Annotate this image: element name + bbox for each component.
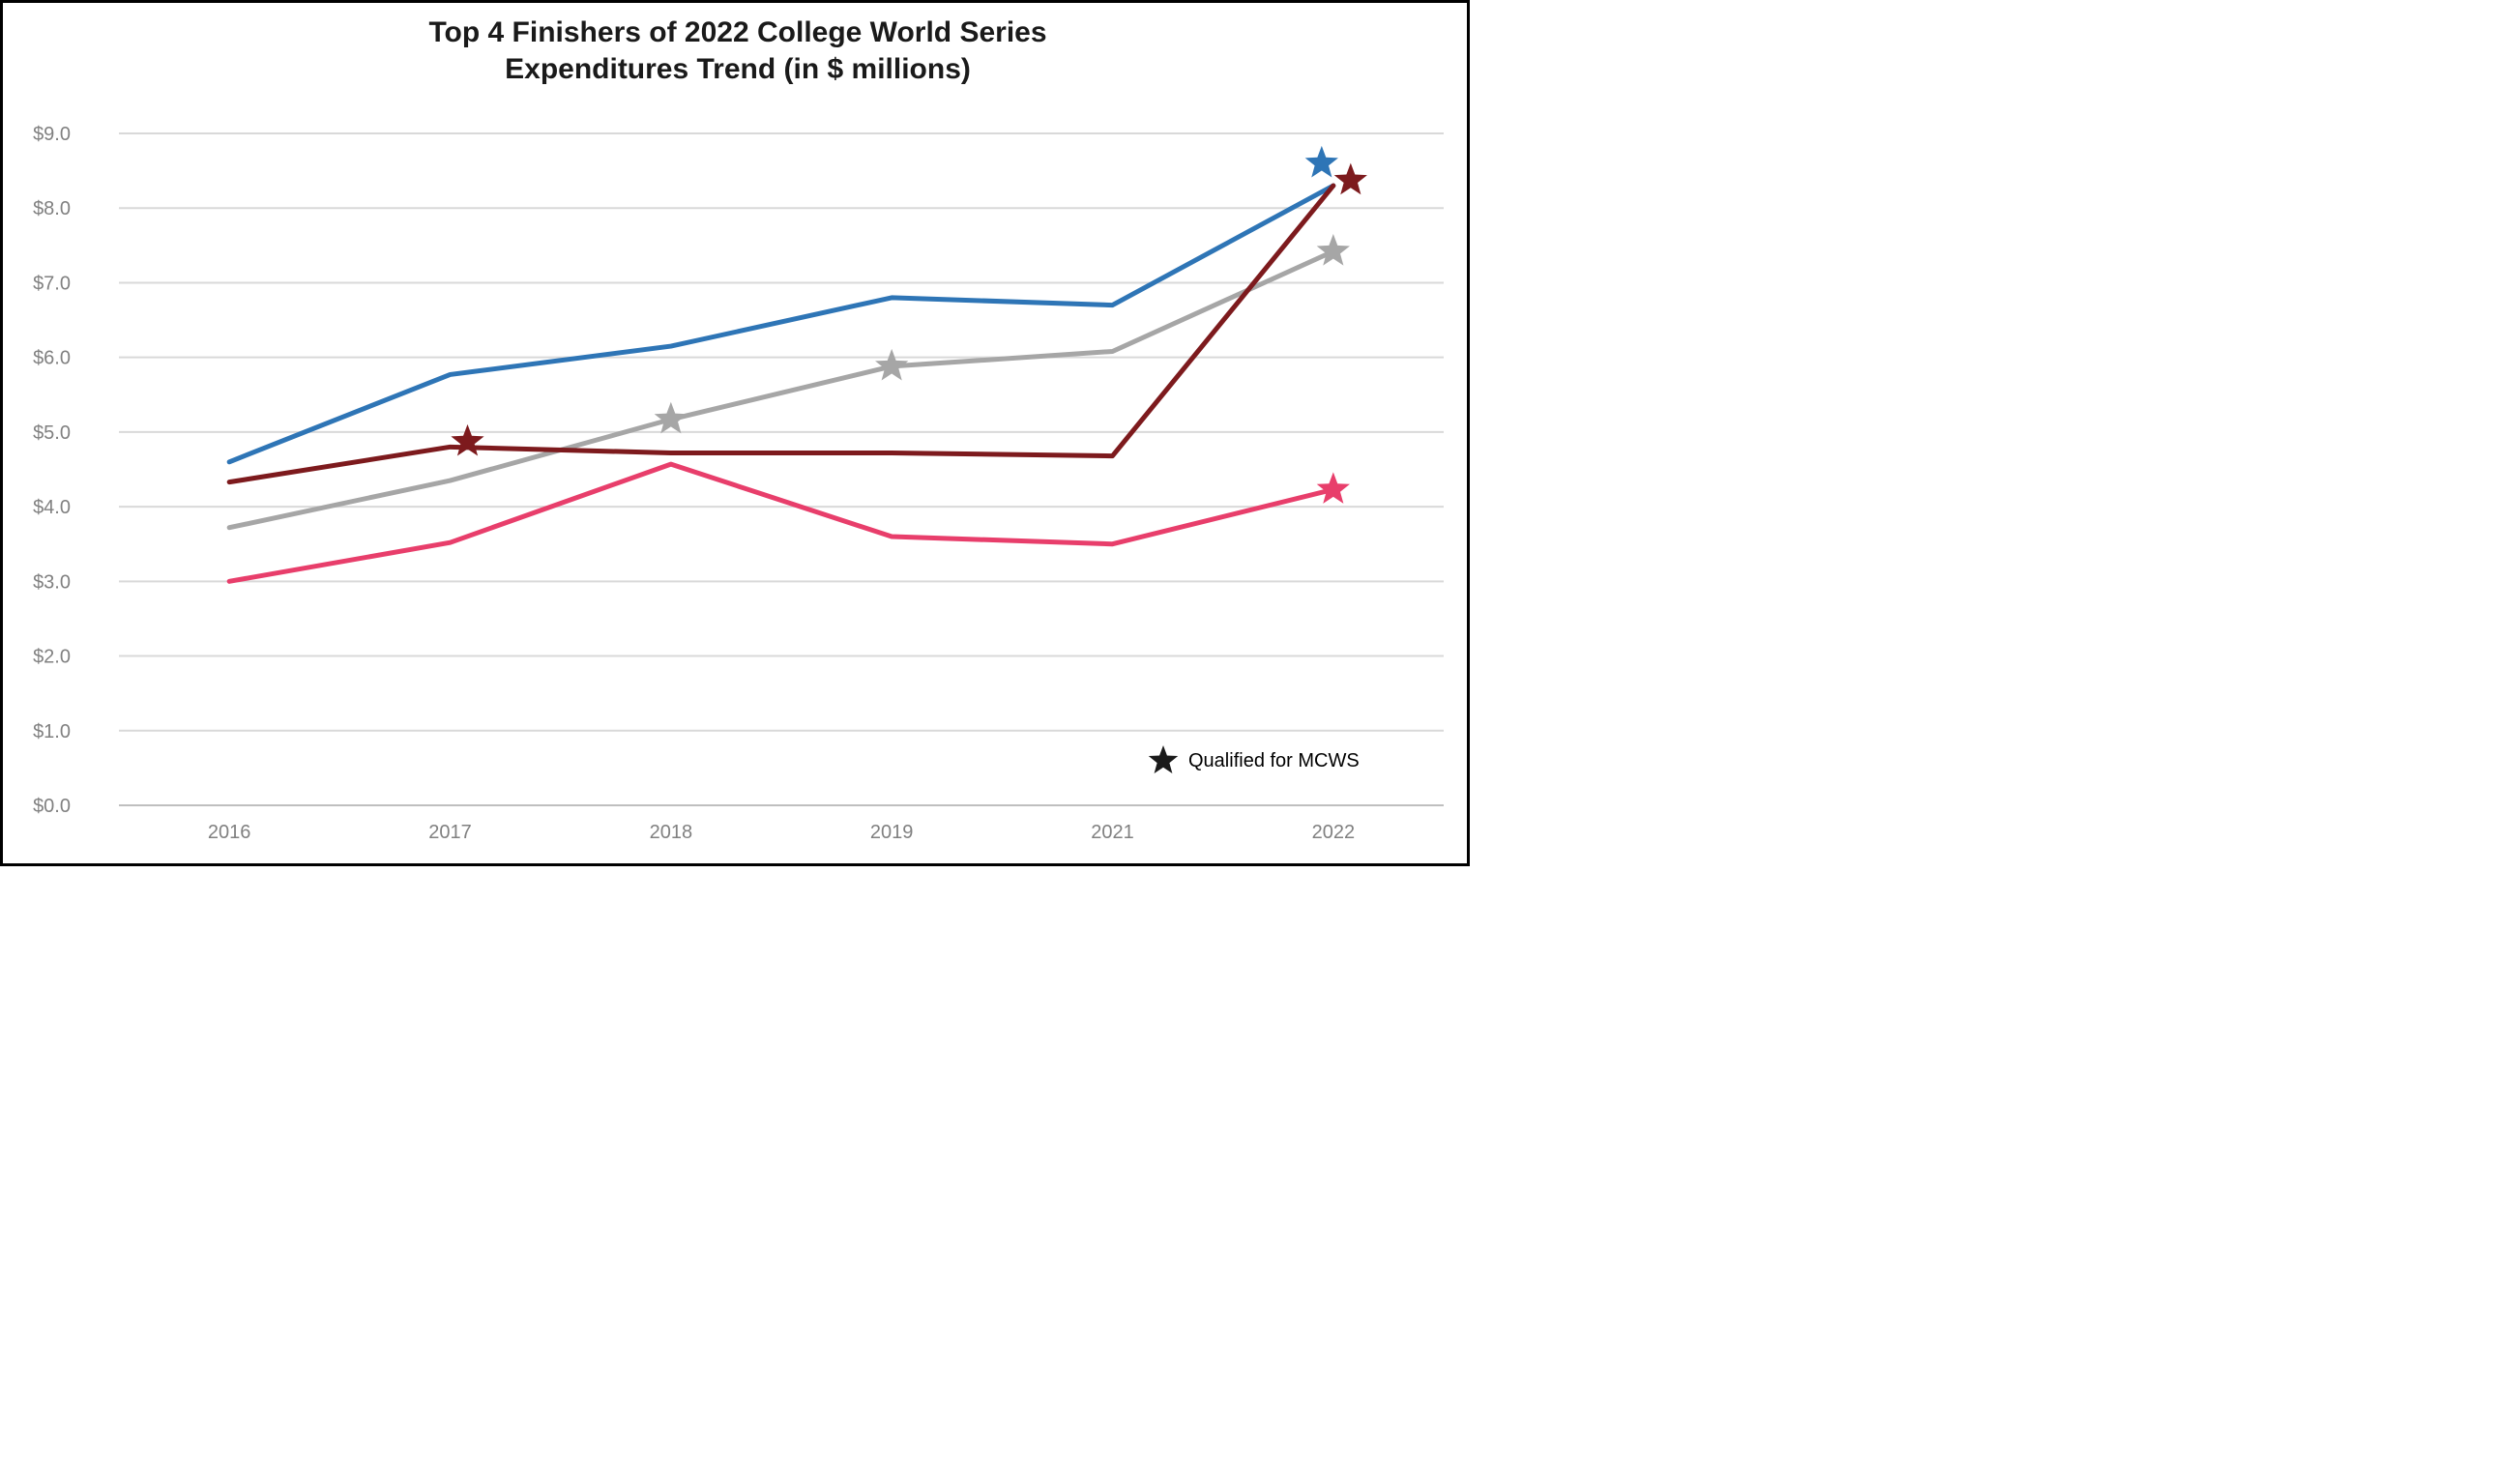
y-axis-label: $4.0 xyxy=(33,497,71,518)
x-axis-label: 2018 xyxy=(650,822,693,843)
x-axis-label: 2016 xyxy=(208,822,251,843)
line-chart: $0.0 $1.0 $2.0 $3.0 $4.0 $5.0 $6.0 $7.0 $8.0 $9.0… xyxy=(3,3,1467,863)
chart-container: $0.0 $1.0 $2.0 $3.0 $4.0 $5.0 $6.0 $7.0 $8.0 $9.0… xyxy=(0,0,1470,866)
y-axis-label: $0.0 xyxy=(33,796,71,817)
x-axis-label: 2017 xyxy=(428,822,472,843)
chart-title-line2: Expenditures Trend (in $ millions) xyxy=(505,53,971,85)
chart-background xyxy=(3,3,1467,863)
x-axis-label: 2021 xyxy=(1091,822,1134,843)
y-axis-label: $2.0 xyxy=(33,647,71,668)
legend-label: Qualified for MCWS xyxy=(1188,750,1360,771)
y-axis-label: $7.0 xyxy=(33,273,71,294)
y-axis-label: $5.0 xyxy=(33,422,71,444)
x-axis-label: 2022 xyxy=(1312,822,1356,843)
x-axis-label: 2019 xyxy=(870,822,914,843)
y-axis-label: $1.0 xyxy=(33,721,71,742)
y-axis-label: $8.0 xyxy=(33,198,71,219)
y-axis-label: $3.0 xyxy=(33,571,71,593)
chart-title-line1: Top 4 Finishers of 2022 College World Se… xyxy=(428,16,1046,48)
y-axis-label: $6.0 xyxy=(33,348,71,369)
y-axis-label: $9.0 xyxy=(33,124,71,145)
